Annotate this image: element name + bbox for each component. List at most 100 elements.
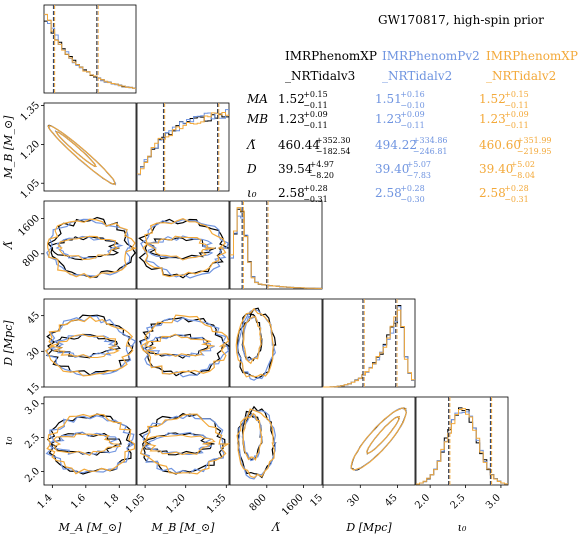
panel-iota-MA: 1.4 1.6 1.8 M_A [M_⊙] 2.0 2.5 3.0 ι₀ <box>2 396 137 534</box>
x-tick-label: 1.8 <box>102 492 121 511</box>
table-header-IMRPhenomPv2_NRTidalv2: IMRPhenomPv2 <box>382 49 480 63</box>
table-err-upper-Lambda: +334.86 <box>413 136 448 145</box>
table-value-IMRPhenomPv2_NRTidalv2-MA: 1.51 <box>375 92 402 106</box>
x-tick-label: 3.0 <box>484 492 503 511</box>
contour-50-IMRPhenomPv2_NRTidalv2 (orange) <box>366 415 401 455</box>
table-err-lower-iota: −0.31 <box>504 195 529 204</box>
table-header-IMRPhenomPv2_NRTidalv2: _NRTidalv2 <box>382 69 452 83</box>
x-tick-label: 15 <box>308 492 325 509</box>
table-err-lower-MB: −0.11 <box>303 121 328 130</box>
panel-iota-MB: 1.05 1.20 1.35 M_B [M_⊙] <box>124 396 231 534</box>
y-tick-label: 30 <box>25 346 42 363</box>
contour-90-IMRPhenomPv2_NRTidalv2 <box>140 316 230 378</box>
panel-iota-iota: 2.0 2.5 3.0 ι₀ <box>413 396 509 534</box>
x-axis-label: M_B [M_⊙] <box>151 521 216 534</box>
x-tick-label: 800 <box>248 492 269 513</box>
y-tick-label: 800 <box>21 248 42 269</box>
histogram-IMRPhenomPv2_NRTidalv2 (orange) <box>44 13 136 89</box>
x-tick-label: 1.20 <box>164 492 188 516</box>
panel-D-D <box>322 298 416 388</box>
table-param-MB: MB <box>246 112 268 126</box>
panel-Lambda-MB <box>136 200 230 290</box>
table-err-upper-MA: +0.15 <box>303 90 328 99</box>
contour-90-IMRPhenomPv2_NRTidalv2 (orange) <box>44 316 134 377</box>
table-value-IMRPhenomPv2_NRTidalv2-iota: 2.58 <box>375 186 402 200</box>
table-param-Lambda: Λ̃ <box>246 138 256 152</box>
y-tick-label: 2.0 <box>23 466 42 485</box>
table-err-lower-MB: −0.11 <box>400 121 425 130</box>
y-tick-label: 2.5 <box>23 432 42 451</box>
y-tick-label: 45 <box>25 310 42 327</box>
x-axis-label: Λ̃ <box>271 521 280 534</box>
panel-Lambda-Lambda <box>229 200 323 290</box>
table-value-IMRPhenomXP_NRTidalv3-MB: 1.23 <box>278 112 305 126</box>
table-err-upper-MB: +0.09 <box>303 110 328 119</box>
contour-50-IMRPhenomPv2_NRTidalv2 <box>144 333 215 358</box>
histogram-IMRPhenomPv2_NRTidalv2 (orange) <box>137 112 229 175</box>
panel-frame <box>229 200 323 290</box>
panel-D-MB <box>136 298 231 388</box>
table-value-IMRPhenomPv2_NRTidalv2 (orange)-iota: 2.58 <box>479 186 506 200</box>
table-header-IMRPhenomXP_NRTidalv3: _NRTidalv3 <box>285 69 355 83</box>
table-err-upper-MA: +0.16 <box>400 90 425 99</box>
contour-50-IMRPhenomPv2_NRTidalv2 (orange) <box>142 434 216 456</box>
x-axis-label: M_A [M_⊙] <box>58 521 122 534</box>
table-value-IMRPhenomPv2_NRTidalv2 (orange)-Lambda: 460.60 <box>479 138 521 152</box>
x-tick-label: 2.0 <box>413 492 432 511</box>
contour-90-IMRPhenomPv2_NRTidalv2 <box>46 218 131 277</box>
y-axis-label: M_B [M_⊙] <box>2 115 15 180</box>
table-err-lower-Lambda: −182.54 <box>316 147 351 156</box>
panel-frame <box>415 396 509 486</box>
y-tick-label: 15 <box>25 381 42 398</box>
table-value-IMRPhenomPv2_NRTidalv2-MB: 1.23 <box>375 112 402 126</box>
table-err-lower-D: −8.04 <box>511 171 536 180</box>
contour-50-IMRPhenomPv2_NRTidalv2 <box>50 334 118 359</box>
table-value-IMRPhenomPv2_NRTidalv2-D: 39.40 <box>375 162 409 176</box>
panel-D-Lambda <box>229 298 323 388</box>
contour-50-IMRPhenomPv2_NRTidalv2 (orange) <box>144 235 215 261</box>
contour-50-IMRPhenomPv2_NRTidalv2 (orange) <box>144 333 215 357</box>
contour-90-IMRPhenomPv2_NRTidalv2 (orange) <box>236 408 276 479</box>
x-axis-label: D [Mpc] <box>345 521 392 534</box>
table-err-upper-iota: +0.28 <box>400 184 425 193</box>
panel-frame <box>136 298 230 388</box>
panel-MB-MB <box>136 102 230 192</box>
table-value-IMRPhenomXP_NRTidalv3-D: 39.54 <box>278 162 313 176</box>
table-err-upper-Lambda: +352.30 <box>316 136 351 145</box>
y-axis-label: ι₀ <box>2 436 15 445</box>
panel-MA-MA <box>43 4 137 94</box>
table-err-upper-iota: +0.28 <box>303 184 328 193</box>
table-err-upper-D: +4.97 <box>310 160 335 169</box>
table-err-lower-D: −7.83 <box>407 171 432 180</box>
y-tick-label: 1.05 <box>19 178 43 202</box>
contour-90-IMRPhenomPv2_NRTidalv2 (orange) <box>140 314 230 375</box>
y-tick-label: 3.0 <box>23 398 42 417</box>
y-tick-label: 1.20 <box>19 139 43 163</box>
x-tick-label: 1.6 <box>69 492 88 511</box>
contour-90-IMRPhenomPv2_NRTidalv2 (orange) <box>142 217 227 278</box>
x-axis-label: ι₀ <box>458 521 467 534</box>
contour-90-IMRPhenomPv2_NRTidalv2 (orange) <box>235 307 275 378</box>
x-tick-label: 2.5 <box>449 492 468 511</box>
panel-frame <box>43 102 137 192</box>
table-err-upper-iota: +0.28 <box>504 184 529 193</box>
table-value-IMRPhenomPv2_NRTidalv2-Lambda: 494.22 <box>375 138 417 152</box>
y-axis-label: D [Mpc] <box>2 320 15 367</box>
panel-D-MA: 15 30 45 D [Mpc] <box>2 298 137 398</box>
contour-90-IMRPhenomPv2_NRTidalv2 (orange) <box>350 407 407 471</box>
table-err-lower-MA: −0.11 <box>303 101 328 110</box>
table-err-upper-MA: +0.15 <box>504 90 529 99</box>
table-err-lower-MB: −0.11 <box>504 121 529 130</box>
table-value-IMRPhenomXP_NRTidalv3-iota: 2.58 <box>278 186 305 200</box>
x-tick-label: 1.05 <box>124 492 148 516</box>
contour-50-IMRPhenomPv2_NRTidalv2 (orange) <box>49 333 120 359</box>
histogram-IMRPhenomPv2_NRTidalv2 (orange) <box>323 309 415 388</box>
table-err-upper-Lambda: +351.99 <box>517 136 552 145</box>
y-tick-label: 1.35 <box>19 100 43 124</box>
contour-50-IMRPhenomPv2_NRTidalv2 (orange) <box>57 235 120 261</box>
table-err-lower-Lambda: −246.81 <box>413 147 448 156</box>
table-err-upper-D: +5.07 <box>407 160 432 169</box>
